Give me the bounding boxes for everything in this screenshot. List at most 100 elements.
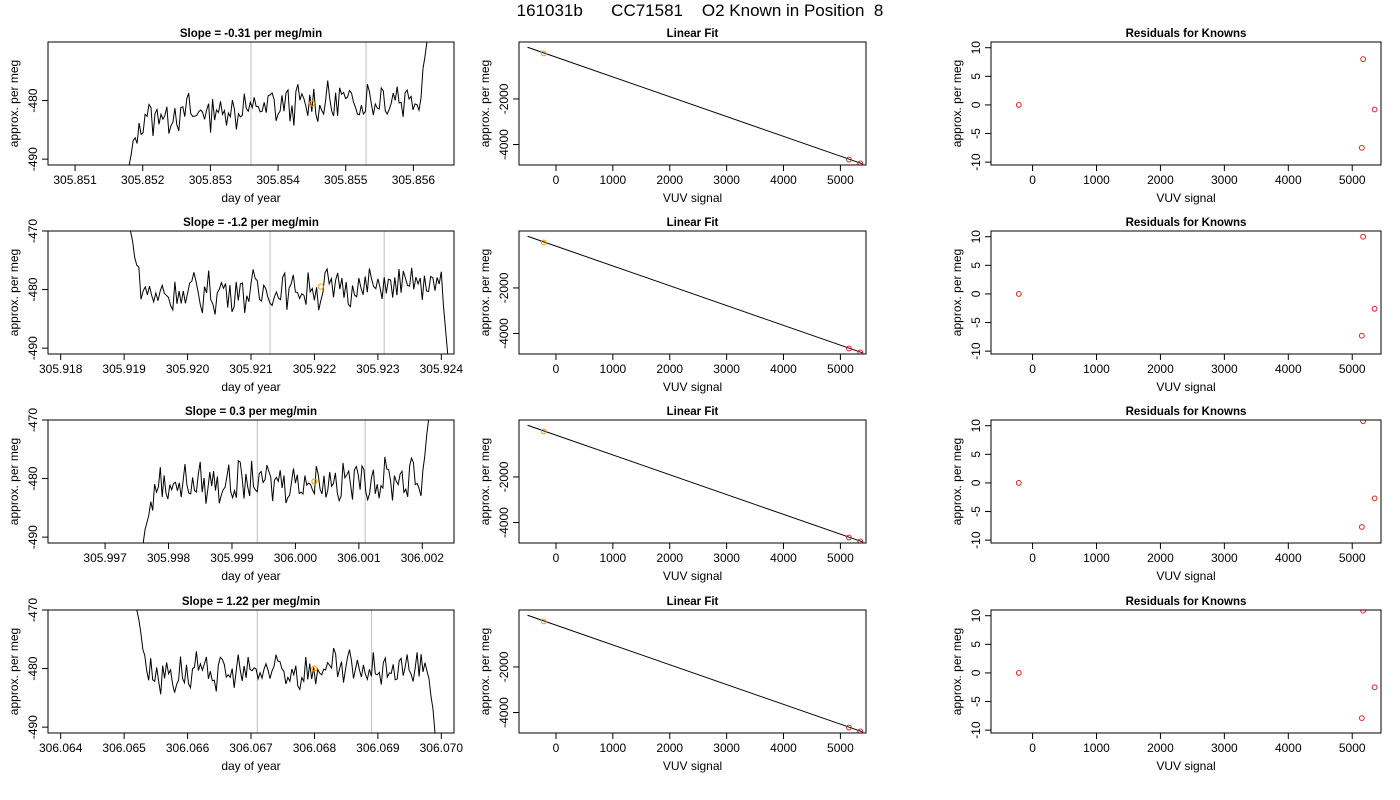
panel-time-3: Slope = 0.3 per meg/min 305.997 305.998 305… xyxy=(7,406,455,583)
plot-frame xyxy=(518,230,867,355)
plot-area xyxy=(1015,420,1378,530)
x-axis-label: day of year xyxy=(221,569,280,583)
x-tick-label: 5000 xyxy=(827,173,854,187)
x-tick-label: 1000 xyxy=(1083,741,1110,755)
y-tick-label: -490 xyxy=(26,525,40,549)
plot-area xyxy=(527,424,864,543)
data-point xyxy=(1371,106,1378,113)
y-tick-label: -5 xyxy=(969,128,983,139)
y-tick-label: -5 xyxy=(969,696,983,707)
panel-fit-1: Linear Fit 0 1000 2000 3000 4000 5000 -4000 -200… xyxy=(478,28,867,205)
plot-frame xyxy=(47,419,455,544)
y-tick-label: 10 xyxy=(969,41,983,55)
plot-frame xyxy=(990,230,1382,355)
data-point xyxy=(1358,715,1365,722)
data-point xyxy=(857,728,864,733)
x-tick-label: 305.853 xyxy=(189,173,233,187)
x-tick-label: 4000 xyxy=(1275,741,1302,755)
fit-line xyxy=(527,235,864,354)
x-tick-label: 305.856 xyxy=(392,173,436,187)
y-tick-label: 0 xyxy=(969,479,983,486)
x-axis-label: VUV signal xyxy=(1156,191,1215,205)
x-tick-label: 305.852 xyxy=(121,173,165,187)
x-tick-label: 2000 xyxy=(656,741,683,755)
x-tick-label: 306.064 xyxy=(39,741,83,755)
y-tick-label: 10 xyxy=(969,609,983,623)
y-tick-label: 10 xyxy=(969,419,983,433)
panel-resid-1: Residuals for Knowns 0 1000 2000 3000 4000 500… xyxy=(950,28,1382,205)
data-point xyxy=(540,618,547,625)
y-tick-label: -480 xyxy=(26,656,40,680)
y-tick-label: -10 xyxy=(969,153,983,171)
data-point xyxy=(846,345,852,352)
panel-title: Slope = -1.2 per meg/min xyxy=(183,217,319,229)
x-tick-label: 2000 xyxy=(1147,741,1174,755)
panel-title: Residuals for Knowns xyxy=(1126,596,1247,608)
x-tick-label: 306.069 xyxy=(356,741,400,755)
y-tick-label: 0 xyxy=(969,669,983,676)
data-trace xyxy=(128,42,428,165)
plot-area xyxy=(1015,56,1378,151)
panel-fit-4: Linear Fit 0 1000 2000 3000 4000 5000 -4000 -200… xyxy=(478,596,867,773)
panel-title: Residuals for Knowns xyxy=(1126,217,1247,229)
x-tick-label: 2000 xyxy=(656,551,683,565)
plot-frame xyxy=(990,609,1382,734)
data-point xyxy=(857,160,864,165)
data-point xyxy=(540,428,547,435)
x-axis-label: VUV signal xyxy=(1156,759,1215,773)
y-tick-label: -2000 xyxy=(497,272,511,303)
data-point xyxy=(540,239,547,246)
x-tick-label: 4000 xyxy=(770,551,797,565)
x-tick-label: 5000 xyxy=(827,741,854,755)
data-point xyxy=(1360,420,1366,425)
data-point xyxy=(1371,305,1378,312)
plot-frame xyxy=(990,41,1382,166)
y-axis-label: approx. per meg xyxy=(478,249,492,336)
y-tick-label: -4000 xyxy=(497,318,511,349)
x-tick-label: 1000 xyxy=(600,173,627,187)
plot-area xyxy=(142,420,430,543)
y-tick-label: -2000 xyxy=(497,83,511,114)
x-tick-label: 2000 xyxy=(1147,362,1174,376)
plot-area xyxy=(527,235,864,354)
y-tick-label: -2000 xyxy=(497,651,511,682)
mean-marker-point xyxy=(317,283,324,290)
y-tick-label: -5 xyxy=(969,317,983,328)
x-tick-label: 4000 xyxy=(1275,173,1302,187)
y-axis-label: approx. per meg xyxy=(950,249,964,336)
x-tick-label: 5000 xyxy=(1339,551,1366,565)
fit-line xyxy=(527,614,864,733)
y-tick-label: -4000 xyxy=(497,507,511,538)
y-tick-label: 5 xyxy=(969,451,983,458)
x-tick-label: 306.001 xyxy=(337,551,381,565)
panel-title: Slope = -0.31 per meg/min xyxy=(180,28,322,40)
y-axis-label: approx. per meg xyxy=(7,249,21,336)
x-tick-label: 4000 xyxy=(1275,551,1302,565)
fit-line xyxy=(527,46,864,165)
data-point xyxy=(1358,332,1365,339)
data-point xyxy=(1371,495,1378,502)
x-axis-label: VUV signal xyxy=(663,380,722,394)
x-tick-label: 305.998 xyxy=(147,551,191,565)
x-tick-label: 2000 xyxy=(1147,173,1174,187)
x-tick-label: 0 xyxy=(553,551,560,565)
panel-fit-3: Linear Fit 0 1000 2000 3000 4000 5000 -4000 -200… xyxy=(478,406,867,583)
data-point xyxy=(857,349,864,354)
y-tick-label: 0 xyxy=(969,290,983,297)
x-tick-label: 305.919 xyxy=(102,362,146,376)
panel-time-4: Slope = 1.22 per meg/min 306.064 306.065 30… xyxy=(7,596,463,773)
data-point xyxy=(857,538,864,543)
plot-frame xyxy=(47,41,455,166)
x-tick-label: 0 xyxy=(1029,741,1036,755)
x-tick-label: 306.066 xyxy=(166,741,210,755)
x-tick-label: 305.918 xyxy=(39,362,83,376)
data-point xyxy=(846,156,852,163)
data-point xyxy=(1358,524,1365,530)
y-tick-label: -2000 xyxy=(497,461,511,492)
x-tick-label: 4000 xyxy=(770,362,797,376)
y-tick-label: -4000 xyxy=(497,697,511,728)
x-tick-label: 5000 xyxy=(1339,173,1366,187)
data-point xyxy=(846,724,852,731)
x-tick-label: 3000 xyxy=(713,362,740,376)
